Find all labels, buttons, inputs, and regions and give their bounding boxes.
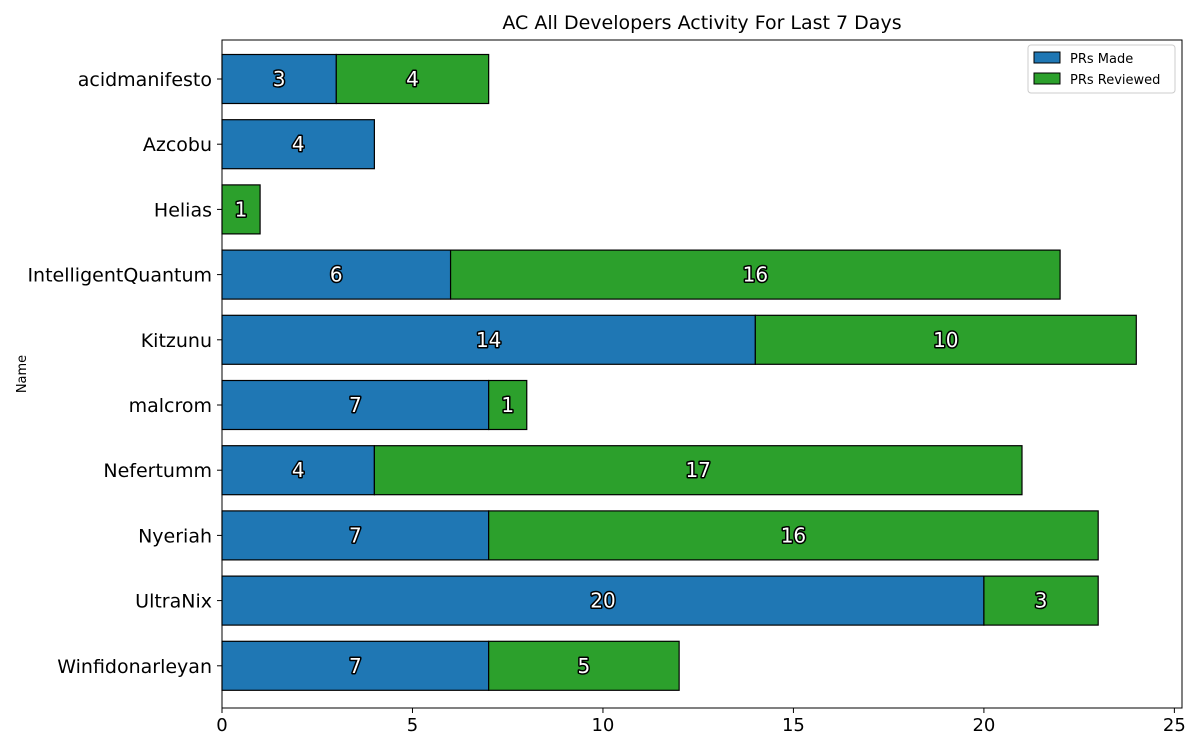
bar-value-label: 16 <box>743 263 768 287</box>
legend-box <box>1027 44 1176 94</box>
bar-value-label: 3 <box>1035 589 1048 613</box>
y-tick-label: UltraNix <box>135 591 212 613</box>
y-tick-label: Helias <box>154 199 212 221</box>
x-tick-label: 10 <box>591 715 614 736</box>
x-tick-label: 0 <box>216 715 227 736</box>
y-tick-label: Azcobu <box>143 134 212 156</box>
y-tick-label: IntelligentQuantum <box>27 265 212 287</box>
plot-frame <box>221 39 1183 709</box>
y-tick-label: malcrom <box>129 395 212 417</box>
bar-prs-reviewed <box>373 445 1023 496</box>
bar-value-label: 17 <box>685 458 710 482</box>
bar-prs-reviewed <box>488 640 680 691</box>
y-axis-ticks: acidmanifesto Azcobu Helias IntelligentQuan… <box>27 69 222 678</box>
y-tick-label: Kitzunu <box>141 330 212 352</box>
bar-prs-made <box>221 510 490 561</box>
legend-swatch <box>1033 51 1061 64</box>
bar-prs-reviewed <box>488 510 1099 561</box>
bar-value-label: 7 <box>349 654 362 678</box>
bar-prs-made <box>221 314 756 365</box>
bar-prs-reviewed <box>754 314 1137 365</box>
bar-value-label: 6 <box>330 263 343 287</box>
legend-swatch <box>1033 72 1061 85</box>
bar-prs-reviewed <box>449 249 1061 300</box>
bar-prs-reviewed <box>488 379 528 431</box>
x-tick-label: 15 <box>782 715 805 736</box>
x-tick-label: 20 <box>972 715 995 736</box>
bar-value-label: 1 <box>501 393 514 417</box>
bar-value-label: 20 <box>590 589 615 613</box>
bar-prs-reviewed <box>335 53 490 105</box>
legend-label: PRs Made <box>1070 52 1133 67</box>
y-tick-label: Nefertumm <box>103 460 212 482</box>
y-tick-label: Nyeriah <box>138 525 212 547</box>
bar-value-label: 5 <box>578 654 591 678</box>
x-tick-label: 25 <box>1163 715 1186 736</box>
chart-title: AC All Developers Activity For Last 7 Da… <box>502 12 901 34</box>
x-axis-ticks: 0 5 10 15 20 25 <box>216 708 1186 736</box>
bars-layer <box>221 53 1137 691</box>
bar-prs-reviewed <box>221 184 261 235</box>
y-axis-label: Name <box>15 355 30 393</box>
bar-value-label: 14 <box>476 328 501 352</box>
x-tick-label: 5 <box>407 715 418 736</box>
bar-value-label: 7 <box>349 523 362 547</box>
bar-value-label: 7 <box>349 393 362 417</box>
bar-prs-reviewed <box>983 575 1099 626</box>
y-tick-label: acidmanifesto <box>78 69 212 91</box>
bar-prs-made <box>221 119 375 170</box>
bar-value-label: 4 <box>292 132 305 156</box>
legend: PRs Made PRs Reviewed <box>1027 44 1176 94</box>
bar-value-label: 16 <box>781 523 806 547</box>
bar-value-label: 1 <box>235 197 248 221</box>
bar-value-label: 10 <box>933 328 958 352</box>
bar-value-label: 4 <box>292 458 305 482</box>
bar-value-label: 3 <box>273 67 286 91</box>
y-tick-label: Winfidonarleyan <box>57 656 212 678</box>
legend-label: PRs Reviewed <box>1070 73 1160 88</box>
bar-prs-made <box>221 249 452 300</box>
bar-value-label: 4 <box>406 67 419 91</box>
bar-prs-made <box>221 53 337 105</box>
